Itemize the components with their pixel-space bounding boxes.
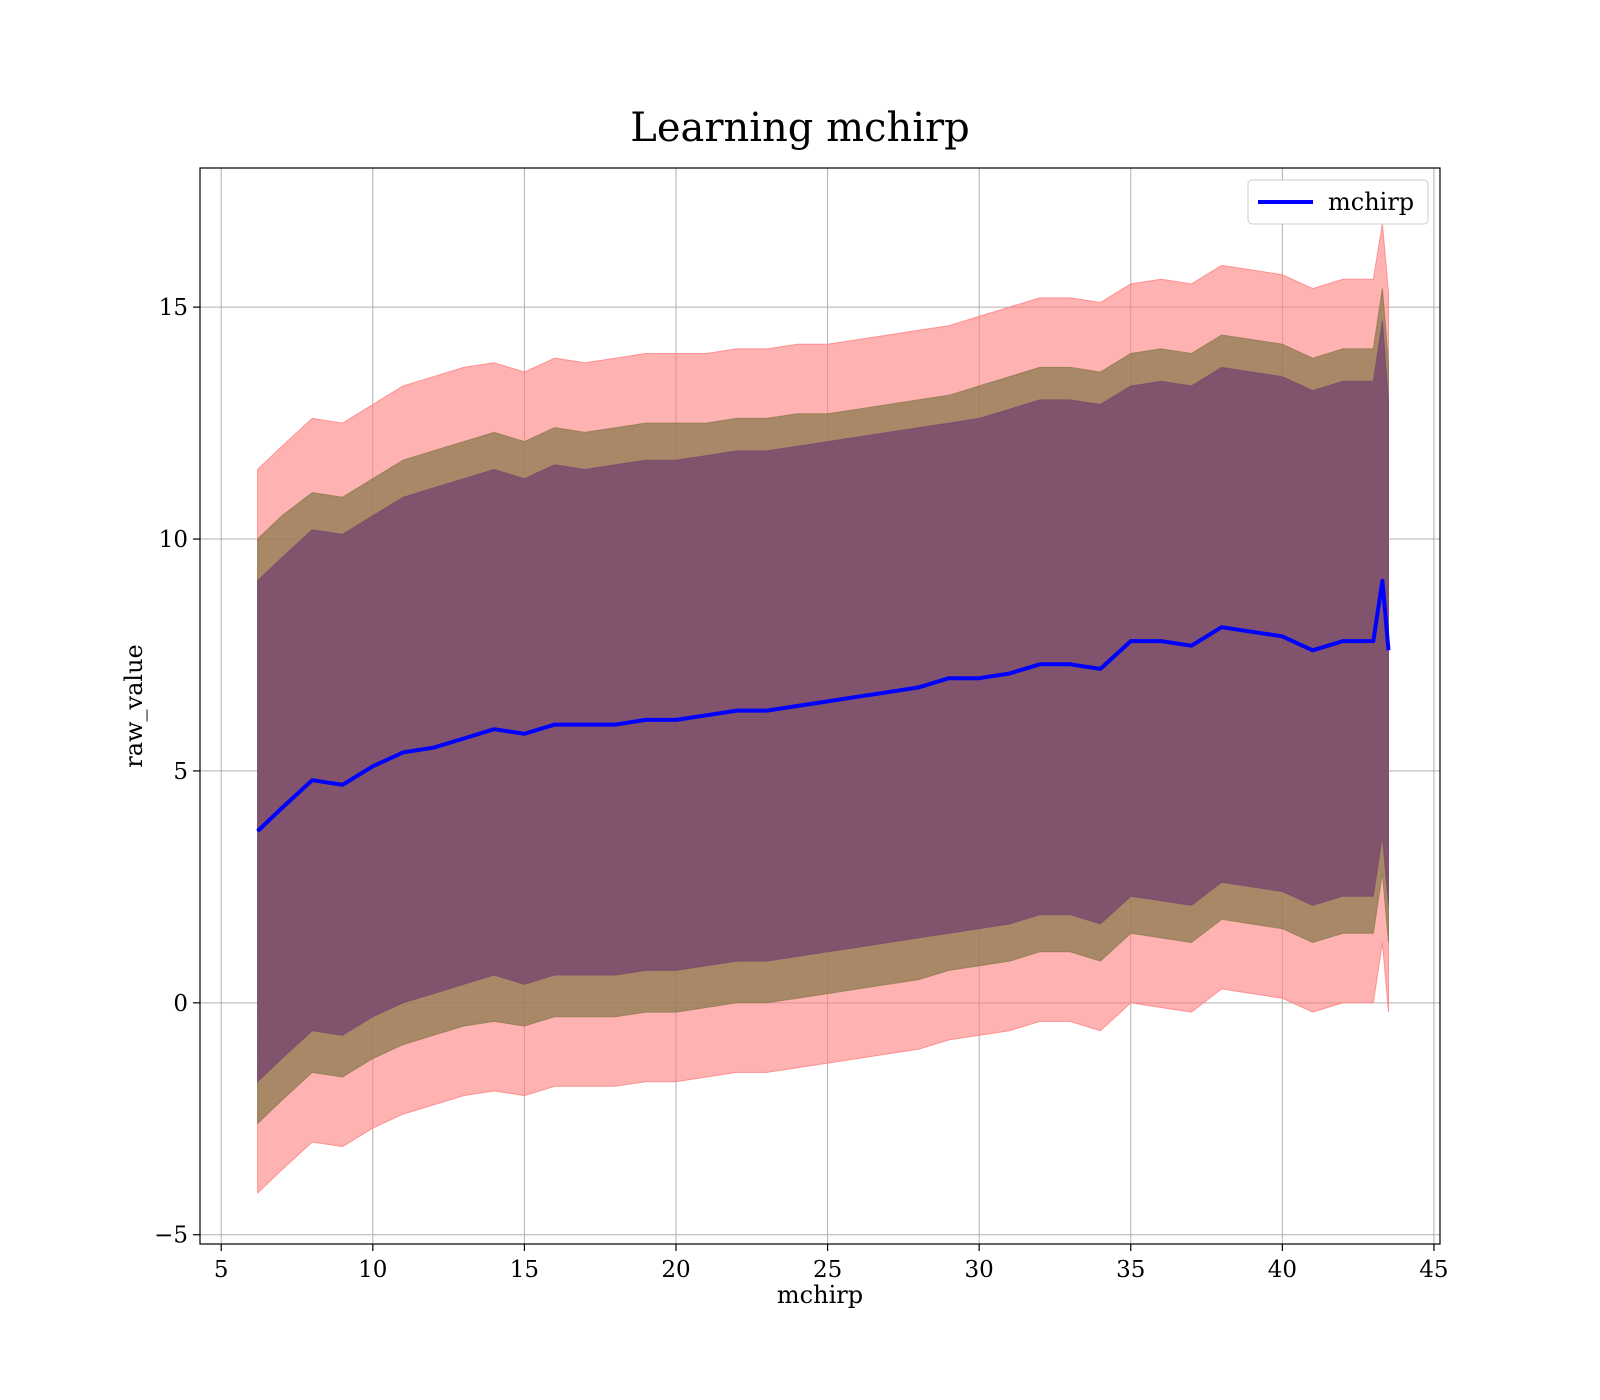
chart-title: Learning mchirp: [630, 105, 969, 151]
y-tick-label: −5: [154, 1223, 188, 1249]
x-tick-label: 10: [358, 1257, 387, 1283]
plot-frame: [199, 167, 1441, 1245]
y-axis-label: raw_value: [120, 644, 148, 768]
legend-label-mchirp: mchirp: [1328, 188, 1414, 216]
y-tick-label: 15: [159, 295, 188, 321]
y-tick-label: 10: [159, 527, 188, 553]
x-axis-ticks: 5 10 15 20 25 30 35 40 45: [214, 1244, 1449, 1283]
y-tick-label: 0: [173, 991, 188, 1017]
x-tick-label: 20: [661, 1257, 690, 1283]
legend: mchirp: [1247, 179, 1429, 225]
x-tick-label: 30: [965, 1257, 994, 1283]
legend-box: [1247, 179, 1429, 225]
x-tick-label: 40: [1268, 1257, 1297, 1283]
y-tick-label: 5: [173, 759, 188, 785]
x-tick-label: 45: [1419, 1257, 1448, 1283]
x-tick-label: 15: [510, 1257, 539, 1283]
confidence-bands: [257, 223, 1389, 1195]
x-axis-label: mchirp: [777, 1281, 863, 1309]
x-tick-label: 25: [813, 1257, 842, 1283]
x-tick-label: 35: [1116, 1257, 1145, 1283]
series-line-mchirp: [256, 578, 1391, 833]
y-axis-ticks: −5 0 5 10 15: [154, 295, 200, 1249]
x-tick-label: 5: [214, 1257, 229, 1283]
series-lines: [256, 578, 1391, 833]
